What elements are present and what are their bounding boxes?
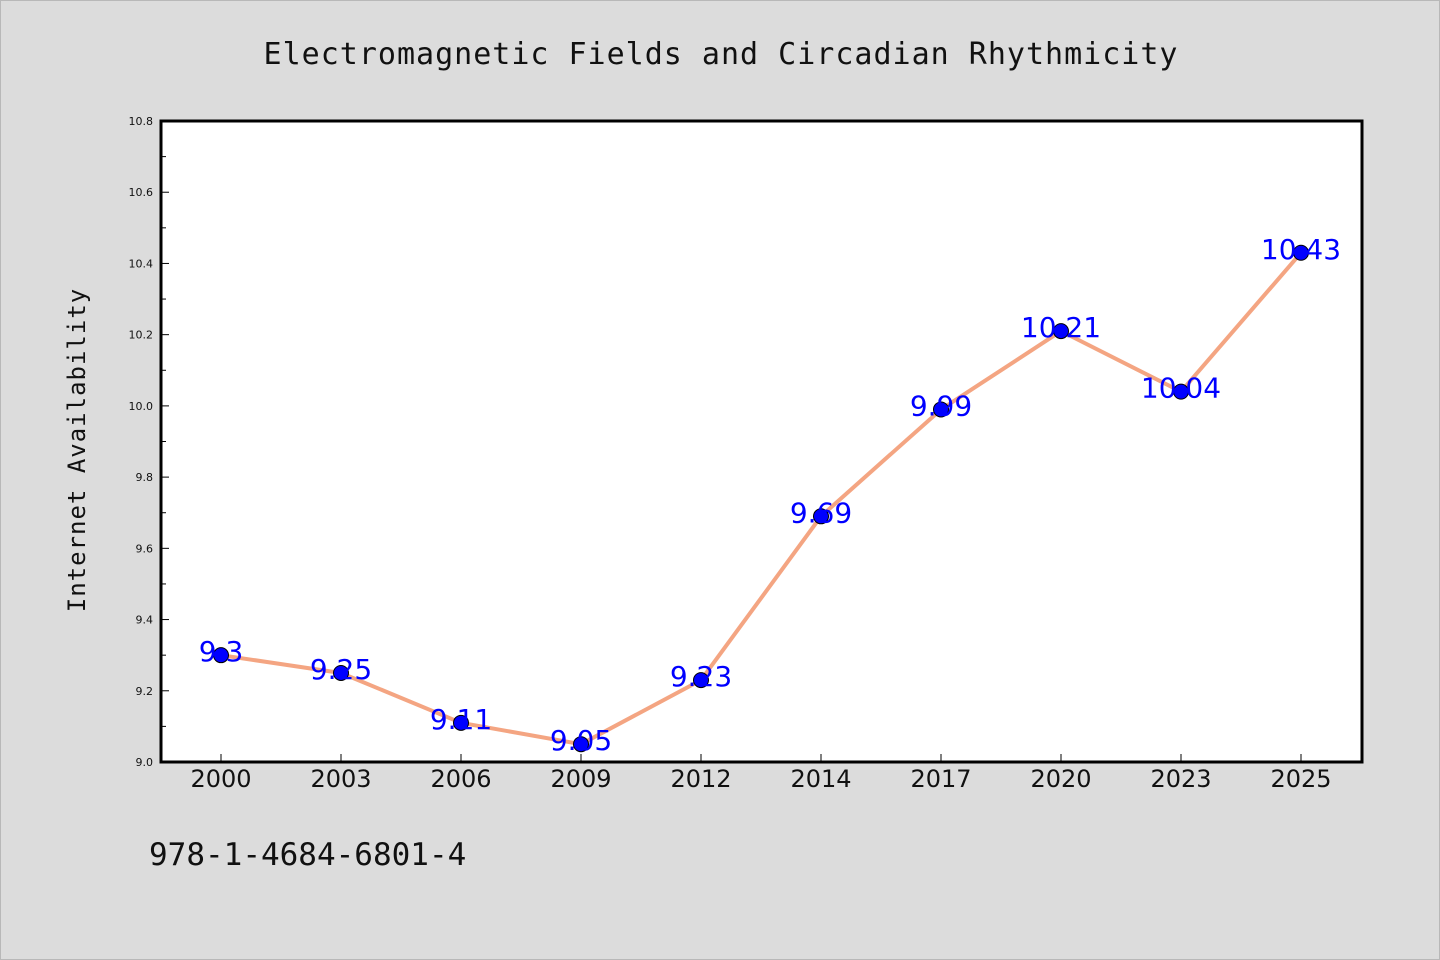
data-point [1293, 244, 1309, 261]
x-tick-label: 2025 [1270, 765, 1331, 793]
x-tick-label: 2000 [190, 765, 251, 793]
x-tick-label: 2023 [1150, 765, 1211, 793]
data-label: 9.69 [790, 496, 852, 529]
data-label: 9.05 [550, 724, 612, 757]
x-tick-label: 2003 [310, 765, 371, 793]
series-markers [213, 244, 1309, 753]
x-tick-label: 2006 [430, 765, 491, 793]
x-axis-ticks: 2000 2003 2006 2009 2012 2014 2017 2020 2023 2025 [190, 754, 1332, 793]
plot-area [159, 119, 1364, 764]
y-tick-label: 10.8 [129, 115, 154, 128]
y-tick-label: 9.4 [136, 614, 154, 627]
series-lines [220, 251, 1303, 747]
y-tick-label: 10.0 [129, 400, 154, 413]
x-tick-label: 2012 [670, 765, 731, 793]
data-point [573, 736, 589, 753]
data-label: 9.99 [910, 389, 972, 422]
y-tick-label: 9.2 [136, 685, 154, 698]
data-label: 9.25 [310, 653, 372, 686]
data-label: 10.43 [1261, 233, 1341, 266]
data-labels: 9.3 9.25 9.11 9.05 9.23 9.69 9.99 10.21 10.04 10.… [199, 233, 1341, 757]
data-label: 9.11 [430, 703, 492, 736]
y-tick-label: 10.6 [129, 186, 154, 199]
data-point [813, 508, 829, 525]
x-tick-label: 2017 [910, 765, 971, 793]
y-tick-label: 9.0 [136, 756, 154, 769]
x-tick-label: 2020 [1030, 765, 1091, 793]
x-tick-label: 2009 [550, 765, 611, 793]
y-tick-label: 9.8 [136, 471, 154, 484]
y-tick-label: 9.6 [136, 542, 154, 555]
isbn-text: 978-1-4684-6801-4 [149, 837, 466, 873]
data-label: 9.23 [670, 660, 732, 693]
data-point [933, 401, 949, 418]
chart-title: Electromagnetic Fields and Circadian Rhy… [264, 37, 1179, 72]
data-point [1173, 383, 1189, 400]
data-label: 10.21 [1021, 311, 1101, 344]
data-point [693, 672, 709, 689]
data-point [453, 714, 469, 731]
data-point [213, 647, 229, 664]
y-tick-label: 10.2 [129, 329, 154, 342]
data-label: 9.3 [199, 635, 244, 668]
y-tick-label: 10.4 [129, 257, 154, 270]
series-line [220, 251, 1303, 747]
y-axis-ticks: 9.0 9.2 9.4 9.6 9.8 10.0 10.2 10.4 10.6 10.8 [129, 115, 169, 769]
data-point [1053, 323, 1069, 340]
data-label: 10.04 [1141, 372, 1221, 405]
y-axis-label: Internet Availability [63, 288, 91, 612]
x-tick-label: 2014 [790, 765, 851, 793]
data-point [333, 664, 349, 681]
